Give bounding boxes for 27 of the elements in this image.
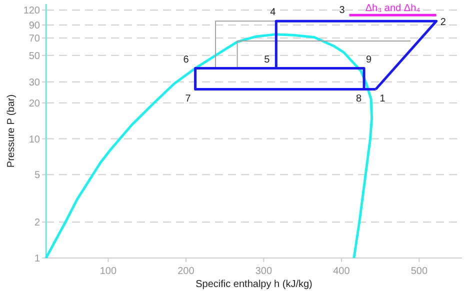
x-tick-label: 500 [410,266,428,277]
annotation: 8 [356,93,362,104]
annotation: 1 [380,93,386,104]
annotation: 2 [440,17,446,28]
annotation: 5 [264,54,270,66]
y-tick-label: 5 [34,170,40,182]
y-tick-label: 30 [28,77,40,88]
annotation: 3 [339,5,346,16]
x-tick-label: 400 [333,266,350,277]
x-tick-label: 300 [255,266,272,277]
annotation: 6 [183,54,190,66]
y-tick-label: 90 [28,20,40,32]
y-tick-label: 20 [28,98,40,110]
y-tick-label: 10 [28,134,40,146]
annotation: Δh₃ and Δh₄ [365,3,420,14]
x-tick-label: 200 [178,266,195,277]
annotation: 9 [366,54,372,66]
x-axis-title: Specific enthalpy h (kJ/kg) [196,279,312,290]
y-tick-label: 120 [23,6,40,17]
y-axis-title: Pressure P (bar) [6,94,17,168]
y-tick-label: 2 [34,218,40,229]
x-tick-label: 100 [100,266,117,277]
annotation: 4 [270,7,276,18]
y-tick-label: 70 [28,34,40,45]
annotation: 7 [185,93,192,104]
y-tick-label: 50 [28,50,40,62]
y-tick-label: 1 [34,254,40,264]
